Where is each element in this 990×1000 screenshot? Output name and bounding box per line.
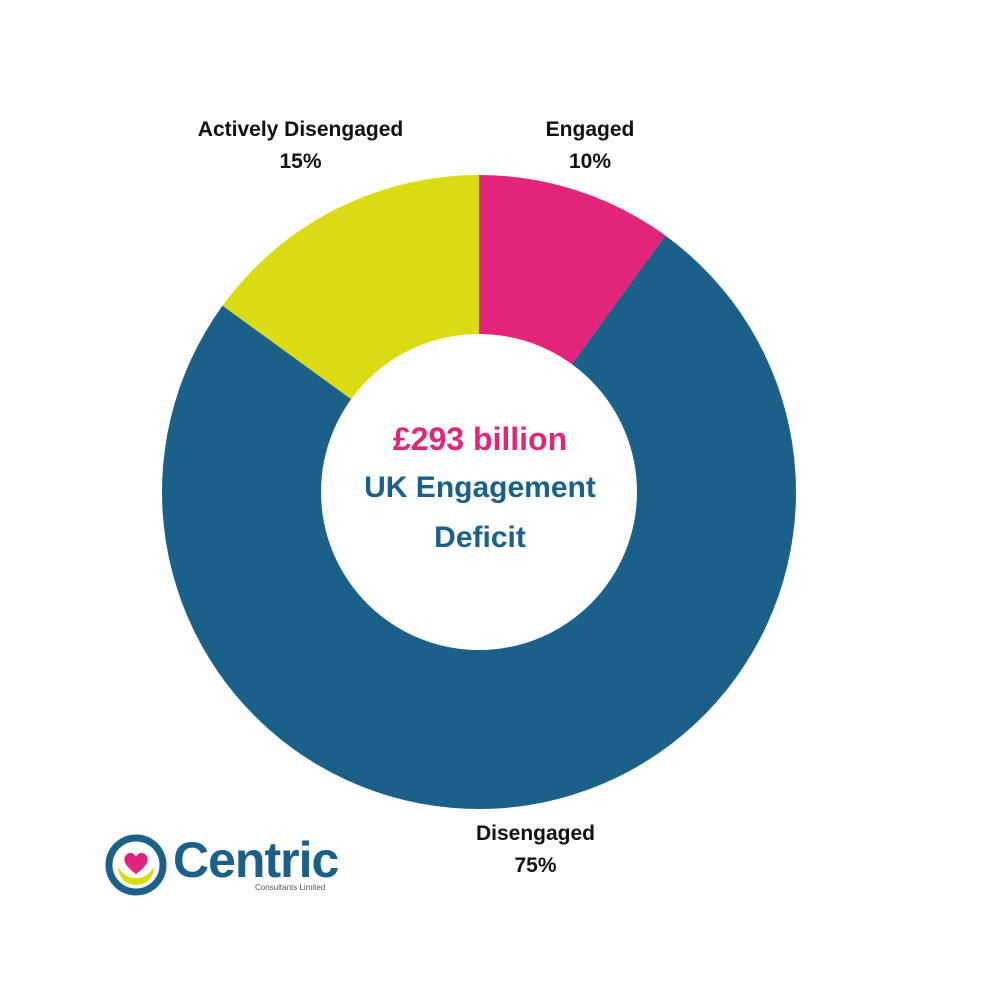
center-caption-line-2: Deficit [434, 521, 526, 554]
center-caption-line-1: UK Engagement [364, 471, 596, 504]
slice-name-actively-disengaged: Actively Disengaged [197, 118, 404, 141]
slice-name-disengaged: Disengaged [475, 822, 596, 845]
slice-value-engaged: 10% [568, 150, 612, 173]
donut-hole [321, 334, 637, 650]
slice-label-disengaged: Disengaged 75% [448, 818, 623, 882]
center-label: £293 billion UK Engagement Deficit [330, 415, 630, 563]
slice-name-engaged: Engaged [545, 118, 635, 141]
slice-label-engaged: Engaged 10% [520, 114, 660, 178]
slice-value-disengaged: 75% [514, 854, 557, 877]
centric-logo-icon [105, 834, 167, 896]
slice-label-actively-disengaged: Actively Disengaged 15% [168, 114, 433, 178]
slice-value-actively-disengaged: 15% [279, 150, 322, 173]
logo-subtitle: Consultants Limited [255, 883, 326, 892]
centric-logo: Centric Consultants Limited [105, 832, 355, 896]
center-amount: £293 billion [392, 421, 568, 457]
logo-wordmark: Centric [173, 832, 339, 888]
